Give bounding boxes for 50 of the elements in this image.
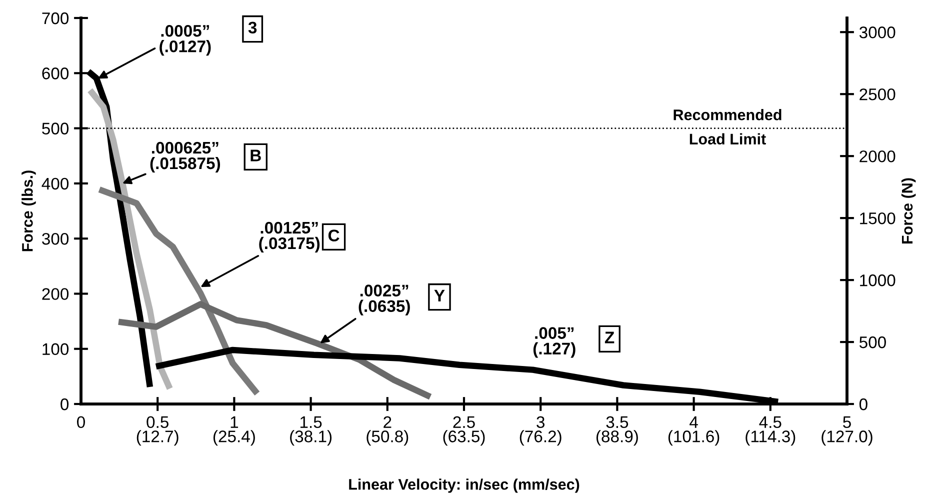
y-tick-label: 0 [60, 398, 69, 410]
x2-tick-label: (88.9) [596, 430, 638, 446]
annotation: .005” (.127) [533, 327, 576, 358]
x-axis-title: Linear Velocity: in/sec (mm/sec) [349, 478, 580, 493]
annotation: .000625” (.015875) [150, 142, 220, 172]
y-tick-label: 300 [42, 232, 69, 245]
y-axis-title: Force (lbs.) [22, 170, 36, 252]
x-tick-label: 4.5 [759, 416, 782, 428]
x2-tick-label: (127.0) [822, 430, 872, 446]
x-tick-label: 1.5 [300, 416, 322, 428]
x-tick-label: 5 [843, 416, 851, 428]
x2-tick-label: (50.8) [366, 430, 408, 446]
x2-tick-label: (25.4) [213, 430, 255, 446]
y2-tick-label: 1000 [860, 274, 896, 286]
x-tick-label: 2.5 [453, 416, 475, 428]
annotation: Y [434, 290, 445, 302]
x2-tick-label: (63.5) [443, 430, 485, 446]
x-tick-label: 2 [384, 416, 392, 428]
y2-tick-label: 0 [859, 398, 868, 410]
x2-tick-label: (38.1) [290, 430, 332, 446]
x2-tick-label: (76.2) [520, 430, 562, 446]
y-tick-label: 700 [42, 12, 69, 24]
x-tick-label: 4 [690, 416, 698, 428]
y2-tick-label: 500 [859, 336, 886, 348]
x-tick-label: 3.5 [606, 416, 628, 428]
x2-tick-label: (12.7) [136, 430, 178, 446]
y2-tick-label: 1500 [860, 212, 896, 224]
x2-tick-label: (114.3) [746, 430, 796, 446]
annotation: .0025” (.0635) [358, 284, 410, 316]
y2-tick-label: 2000 [860, 150, 896, 162]
x-tick-label: 0 [77, 416, 85, 428]
annotation: .00125” (.03175) [259, 222, 320, 252]
y2-axis-title: Force (N) [901, 178, 916, 244]
x-tick-label: 0.5 [146, 416, 168, 428]
x-tick-label: 1 [230, 416, 238, 428]
annotation: B [250, 150, 261, 162]
y2-tick-label: 3000 [859, 26, 896, 38]
y-tick-label: 600 [42, 68, 69, 80]
y-tick-label: 400 [42, 178, 69, 190]
ref-line-label: Recommended Load Limit [674, 109, 782, 144]
y-tick-label: 100 [42, 343, 69, 356]
annotation: 3 [248, 22, 257, 34]
y-tick-label: 200 [42, 288, 69, 300]
annotation: Z [604, 332, 614, 344]
annotation: .0005” (.0127) [160, 24, 211, 56]
annotation: C [328, 230, 340, 242]
x-tick-label: 3 [536, 416, 544, 428]
y-tick-label: 500 [42, 122, 69, 134]
y2-tick-label: 2500 [860, 88, 896, 100]
x2-tick-label: (101.6) [668, 430, 720, 446]
